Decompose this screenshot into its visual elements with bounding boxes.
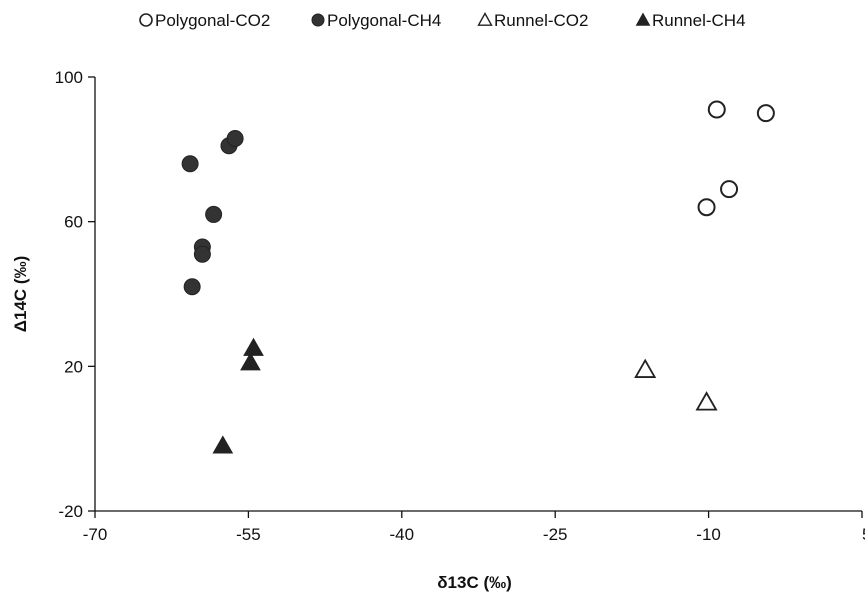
legend-item-runnel-ch4: Runnel-CH4 (635, 11, 746, 30)
point-polygonal-co2 (756, 104, 775, 123)
legend-item-polygonal-co2: Polygonal-CO2 (139, 11, 270, 30)
point-polygonal-ch4 (183, 278, 201, 296)
point-polygonal-ch4 (193, 245, 211, 263)
x-tick-label: -55 (236, 525, 261, 544)
point-polygonal-ch4 (226, 129, 244, 147)
legend-marker-runnel-co2 (477, 12, 493, 26)
x-tick-label: -70 (83, 525, 108, 544)
point-runnel-co2 (634, 358, 657, 378)
legend-label-runnel-ch4: Runnel-CH4 (652, 11, 746, 30)
point-runnel-co2 (695, 391, 718, 411)
y-axis-title: Δ14C (‰) (11, 256, 30, 332)
point-runnel-ch4 (240, 352, 261, 371)
legend-marker-polygonal-co2 (139, 13, 153, 27)
x-axis-title: δ13C (‰) (437, 573, 512, 592)
legend: Polygonal-CO2 Polygonal-CH4 Runnel-CO2 Runn… (139, 11, 746, 30)
legend-item-runnel-co2: Runnel-CO2 (477, 11, 589, 30)
legend-marker-runnel-ch4 (635, 12, 651, 26)
legend-label-polygonal-ch4: Polygonal-CH4 (327, 11, 441, 30)
point-polygonal-co2 (707, 100, 726, 119)
y-tick-label: -20 (58, 502, 83, 521)
legend-marker-polygonal-ch4 (311, 13, 325, 27)
y-tick-label: 20 (64, 357, 83, 376)
point-runnel-ch4 (212, 435, 234, 454)
x-tick-label: 5 (862, 525, 865, 544)
x-tick-label: -40 (390, 525, 415, 544)
x-tick-label: -25 (543, 525, 568, 544)
point-runnel-ch4 (243, 337, 264, 356)
data-points (181, 100, 775, 454)
point-polygonal-co2 (720, 180, 739, 199)
x-tick-label: -10 (696, 525, 721, 544)
point-polygonal-ch4 (181, 155, 199, 173)
point-polygonal-ch4 (205, 205, 223, 223)
y-tick-label: 100 (55, 68, 83, 87)
y-tick-label: 60 (64, 213, 83, 232)
axes: -20 20 60 100 -70 -55 -40 -25 -10 5 (55, 68, 865, 544)
legend-item-polygonal-ch4: Polygonal-CH4 (311, 11, 441, 30)
point-polygonal-co2 (697, 198, 716, 217)
legend-label-polygonal-co2: Polygonal-CO2 (155, 11, 270, 30)
legend-label-runnel-co2: Runnel-CO2 (494, 11, 589, 30)
